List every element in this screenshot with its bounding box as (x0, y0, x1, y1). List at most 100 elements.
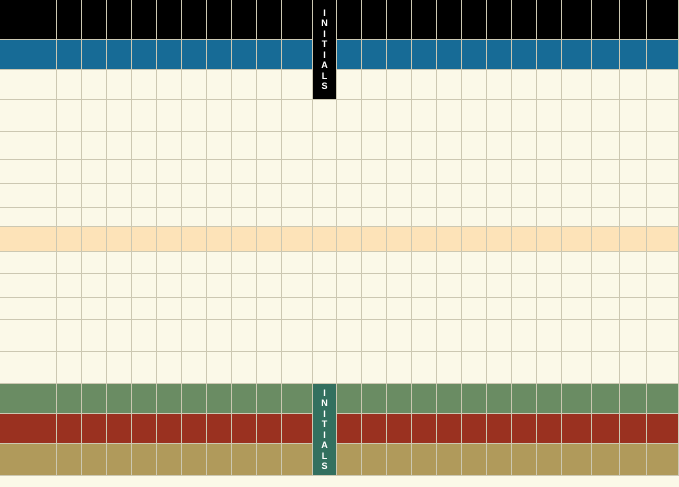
cell-green-hole-1 (57, 384, 82, 414)
cell-mens_hcp-hole-17 (512, 100, 537, 132)
cell-blank2-hcp (620, 184, 647, 208)
cell-red-net (647, 414, 679, 444)
cell-blank4-hole-10 (337, 298, 362, 320)
cell-red-hole-4 (132, 414, 157, 444)
cell-black-hole-16 (487, 0, 512, 40)
cell-plusminus_bottom-hole-5 (157, 252, 182, 274)
cell-blue-hole-1 (57, 40, 82, 70)
cell-black-hole-12 (387, 0, 412, 40)
cell-blank2-hole-15 (462, 184, 487, 208)
cell-gold-hole-13 (412, 444, 437, 476)
cell-hole-hole-15 (462, 227, 487, 252)
cell-red-hole-18 (537, 414, 562, 444)
cell-ladies_par-hole-17 (512, 320, 537, 352)
cell-blank4-hole-7 (207, 298, 232, 320)
initials-letter: S (321, 81, 328, 91)
cell-blank1-hole-5 (157, 160, 182, 184)
cell-blue-out (282, 40, 313, 70)
cell-mens_hcp-hole-5 (157, 100, 182, 132)
cell-blank4-hole-13 (412, 298, 437, 320)
cell-blank3-hole-18 (537, 274, 562, 298)
cell-blank1-in (562, 160, 592, 184)
cell-gold-hole-8 (232, 444, 257, 476)
cell-ladies_par-hole-14 (437, 320, 462, 352)
cell-blank2-hole-6 (182, 184, 207, 208)
cell-blank3-hole-11 (362, 274, 387, 298)
cell-blank2-hole-9 (257, 184, 282, 208)
cell-blank3-out (282, 274, 313, 298)
cell-gold-hole-17 (512, 444, 537, 476)
initials-letter: L (321, 70, 328, 81)
cell-plusminus_top-hole-7 (207, 208, 232, 227)
cell-ladies_par-hole-2 (82, 320, 107, 352)
cell-blank3-hole-2 (82, 274, 107, 298)
cell-green-hole-2 (82, 384, 107, 414)
row-label-white (0, 70, 57, 100)
cell-red-hole-13 (412, 414, 437, 444)
cell-mens_par-hole-2 (82, 132, 107, 160)
cell-mens_hcp-tot (592, 100, 620, 132)
cell-ladies_par-initials (313, 320, 337, 352)
cell-ladies_hcp-in (562, 352, 592, 384)
cell-hole-tot (592, 227, 620, 252)
cell-black-hole-15 (462, 0, 487, 40)
cell-blank2-tot (592, 184, 620, 208)
cell-blank3-hcp (620, 274, 647, 298)
cell-hole-hole-7 (207, 227, 232, 252)
cell-blue-hole-17 (512, 40, 537, 70)
cell-white-hole-11 (362, 70, 387, 100)
cell-mens_par-out (282, 132, 313, 160)
cell-mens_par-hcp (620, 132, 647, 160)
cell-gold-hole-12 (387, 444, 412, 476)
cell-ladies_par-hole-9 (257, 320, 282, 352)
row-label-green (0, 384, 57, 414)
cell-gold-hole-10 (337, 444, 362, 476)
cell-blank1-hole-16 (487, 160, 512, 184)
cell-blank3-hole-13 (412, 274, 437, 298)
initials-letter: I (323, 387, 326, 398)
cell-blank2-hole-3 (107, 184, 132, 208)
cell-blue-hole-11 (362, 40, 387, 70)
cell-gold-hole-3 (107, 444, 132, 476)
cell-green-hole-15 (462, 384, 487, 414)
cell-ladies_par-hcp (620, 320, 647, 352)
cell-blue-hole-2 (82, 40, 107, 70)
cell-blank3-in (562, 274, 592, 298)
cell-gold-hole-18 (537, 444, 562, 476)
cell-red-hole-8 (232, 414, 257, 444)
cell-green-hole-11 (362, 384, 387, 414)
cell-blank1-hcp (620, 160, 647, 184)
initials-letter: I (323, 28, 326, 39)
cell-blue-hole-16 (487, 40, 512, 70)
cell-red-hole-5 (157, 414, 182, 444)
cell-black-out (282, 0, 313, 40)
cell-blue-hole-14 (437, 40, 462, 70)
cell-mens_par-hole-16 (487, 132, 512, 160)
initials-letter: I (323, 49, 326, 60)
cell-mens_par-in (562, 132, 592, 160)
cell-white-out (282, 70, 313, 100)
cell-ladies_par-out (282, 320, 313, 352)
cell-green-hole-12 (387, 384, 412, 414)
cell-mens_hcp-hole-4 (132, 100, 157, 132)
cell-gold-tot (592, 444, 620, 476)
cell-blank2-hole-4 (132, 184, 157, 208)
cell-blank1-hole-6 (182, 160, 207, 184)
cell-white-hole-14 (437, 70, 462, 100)
cell-blank1-hole-9 (257, 160, 282, 184)
cell-black-in (562, 0, 592, 40)
cell-plusminus_top-hole-2 (82, 208, 107, 227)
row-label-blank3 (0, 274, 57, 298)
cell-blank4-initials (313, 298, 337, 320)
cell-plusminus_top-hole-13 (412, 208, 437, 227)
cell-black-hole-2 (82, 0, 107, 40)
cell-blue-hole-5 (157, 40, 182, 70)
cell-plusminus_bottom-initials (313, 252, 337, 274)
cell-blank2-net (647, 184, 679, 208)
cell-mens_hcp-hole-8 (232, 100, 257, 132)
cell-ladies_hcp-hole-8 (232, 352, 257, 384)
cell-green-hole-16 (487, 384, 512, 414)
cell-ladies_hcp-hole-5 (157, 352, 182, 384)
initials-letter: I (323, 408, 326, 419)
cell-plusminus_bottom-hole-16 (487, 252, 512, 274)
